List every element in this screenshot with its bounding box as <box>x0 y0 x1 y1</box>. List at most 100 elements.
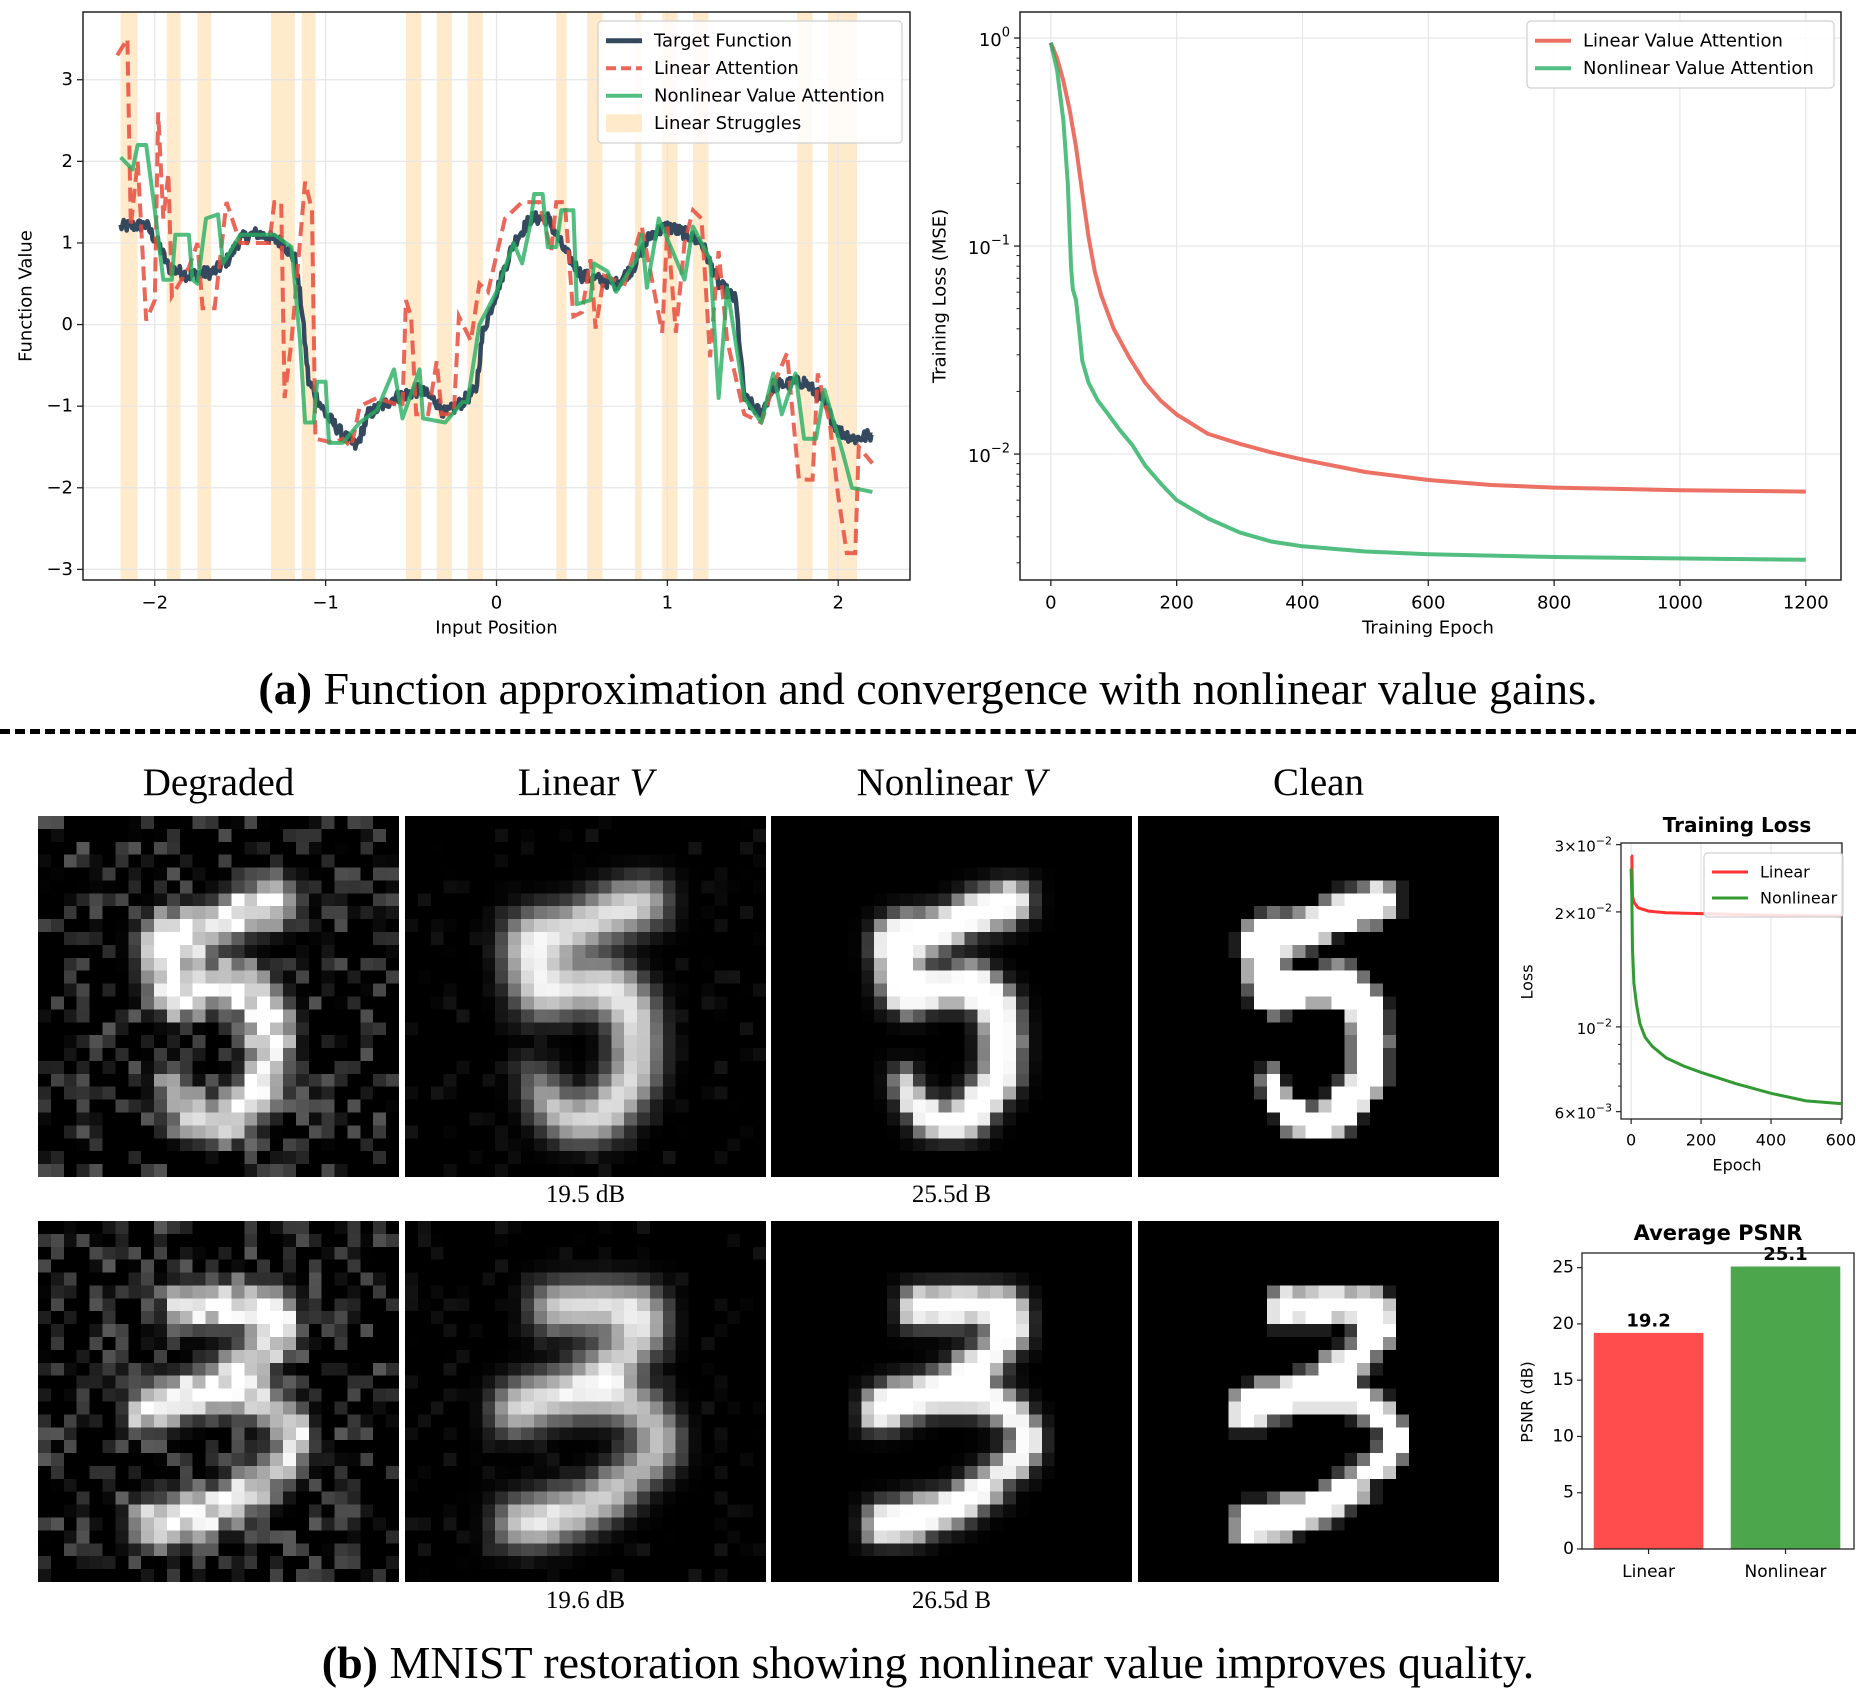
y-tick-label-exponent: −2 <box>991 441 1010 456</box>
column-header-degraded: Degraded <box>38 760 399 805</box>
legend-box <box>597 20 903 144</box>
y-tick-label: 5 <box>1563 1483 1574 1503</box>
y-axis-label: PSNR (dB) <box>1518 1361 1537 1443</box>
column-header-clean: Clean <box>1138 760 1499 805</box>
column-header-variable: V <box>1022 761 1047 804</box>
caption-b: (b) MNIST restoration showing nonlinear … <box>0 1636 1856 1689</box>
bar-nonlinear <box>1730 1266 1841 1549</box>
y-tick-label: 3×10−2 <box>1555 834 1612 856</box>
series-linear-value-attention <box>1048 41 1806 494</box>
legend-swatch-linear-struggles <box>606 114 642 133</box>
series-linear-attention <box>115 32 874 556</box>
y-tick-label: 0 <box>1563 1539 1574 1559</box>
column-header-text: Linear <box>517 761 620 804</box>
y-tick-label: 2 <box>62 151 73 172</box>
bar-value-label: 25.1 <box>1763 1244 1807 1265</box>
y-tick-label: −1 <box>46 396 73 417</box>
column-header-text: Clean <box>1273 761 1364 804</box>
function-approximation-chart: −2 −1 0 1 2 −3 −2 −1 0 1 2 3 Input Position Function … <box>16 11 911 639</box>
caption-b-label: (b) <box>321 1637 379 1688</box>
x-axis-label: Training Epoch <box>1361 618 1494 639</box>
column-header-variable: V <box>629 761 654 804</box>
y-tick-label: 3 <box>62 69 73 90</box>
y-tick-label-base: 2×10 <box>1555 905 1596 923</box>
degraded-digit-5-image <box>38 816 399 1177</box>
legend-label-nonlinear: Nonlinear <box>1760 889 1838 908</box>
x-tick-label: 200 <box>1159 593 1193 614</box>
x-tick-label: 400 <box>1285 593 1319 614</box>
legend-label-target-function: Target Function <box>653 30 792 51</box>
y-tick-label-exponent: −1 <box>991 233 1010 248</box>
nonlinear-v-digit-5-image <box>771 816 1132 1177</box>
caption-b-text: MNIST restoration showing nonlinear valu… <box>389 1637 1535 1688</box>
bar-value-label: 19.2 <box>1626 1310 1670 1331</box>
y-tick-label: 10−2 <box>1577 1016 1612 1038</box>
linear-struggles-band <box>692 12 709 580</box>
caption-a-text: Function approximation and convergence w… <box>323 663 1598 714</box>
x-tick-label: 1200 <box>1783 593 1829 614</box>
legend-label-linear-struggles: Linear Struggles <box>654 113 801 134</box>
column-header-text: Nonlinear <box>856 761 1013 804</box>
y-tick-label-exponent: 0 <box>1002 25 1010 40</box>
x-tick-label: 600 <box>1411 593 1445 614</box>
y-tick-label: 10−2 <box>968 441 1010 467</box>
x-tick-label: −1 <box>312 593 339 614</box>
legend: Linear Value Attention Nonlinear Value At… <box>1526 20 1835 89</box>
x-axis-label: Epoch <box>1713 1156 1762 1175</box>
legend-label-linear-value-attention: Linear Value Attention <box>1583 30 1783 51</box>
y-tick-label: 100 <box>979 25 1010 51</box>
linear-struggles-band <box>587 12 603 580</box>
linear-struggles-band <box>197 12 212 580</box>
y-tick-label: −2 <box>46 477 73 498</box>
legend: Linear Nonlinear <box>1703 852 1844 918</box>
linear-struggles-band <box>436 12 453 580</box>
bar-linear <box>1593 1332 1704 1549</box>
y-tick-label: −3 <box>46 559 73 580</box>
x-tick-label: 800 <box>1537 593 1571 614</box>
average-psnr-bar-chart: Average PSNR 19.2 Linear 25.1 Nonlinear 0 5 10 1… <box>1518 1221 1855 1582</box>
x-tick-label: 200 <box>1686 1131 1717 1150</box>
axes-frame <box>1620 842 1843 1120</box>
linear-struggles-band <box>467 12 483 580</box>
psnr-nonlinear-row1: 25.5d B <box>911 1181 992 1208</box>
column-header-text: Degraded <box>142 761 295 804</box>
linear-v-digit-5-image <box>405 816 766 1177</box>
y-axis-label: Training Loss (MSE) <box>930 209 951 384</box>
y-tick-label: 2×10−2 <box>1555 901 1612 923</box>
y-tick-label: 0 <box>62 314 73 335</box>
y-tick-label-base: 10 <box>1577 1020 1596 1038</box>
series-lines <box>1048 41 1806 562</box>
y-tick-label-base: 10 <box>979 30 1002 51</box>
linear-v-digit-3-image <box>405 1221 766 1582</box>
y-tick-label: 10 <box>1552 1426 1574 1446</box>
y-tick-label: 6×10−3 <box>1555 1101 1612 1123</box>
series-nonlinear-value-attention <box>1048 42 1806 562</box>
y-tick-label: 20 <box>1552 1314 1574 1334</box>
series-lines <box>115 32 874 556</box>
y-tick-label-exponent: −2 <box>1596 834 1612 847</box>
x-tick-label: 0 <box>1626 1131 1636 1150</box>
legend-label-linear-attention: Linear Attention <box>654 58 799 79</box>
linear-struggles-band <box>634 12 642 580</box>
y-tick-label-base: 3×10 <box>1555 838 1596 856</box>
x-tick-label: Nonlinear <box>1745 1562 1827 1582</box>
linear-struggles-band <box>301 12 316 580</box>
legend-label-nonlinear-value-attention: Nonlinear Value Attention <box>654 85 885 106</box>
series-nonlinear-value-attention <box>119 143 873 494</box>
y-axis-label: Function Value <box>16 230 37 362</box>
linear-struggles-band <box>556 12 567 580</box>
y-tick-label-exponent: −2 <box>1596 1016 1612 1029</box>
psnr-linear-row2: 19.6 dB <box>545 1587 626 1614</box>
legend-label-nonlinear-value-attention: Nonlinear Value Attention <box>1583 58 1814 79</box>
legend-box <box>1526 20 1835 89</box>
y-tick-label-base: 10 <box>968 446 991 467</box>
series-nonlinear <box>1629 868 1842 1106</box>
y-tick-label: 15 <box>1552 1370 1574 1390</box>
x-tick-label: 600 <box>1826 1131 1856 1150</box>
x-tick-label: 0 <box>1045 593 1056 614</box>
linear-struggles-band <box>120 12 138 580</box>
nonlinear-v-digit-3-image <box>771 1221 1132 1582</box>
x-tick-label: Linear <box>1622 1562 1675 1582</box>
